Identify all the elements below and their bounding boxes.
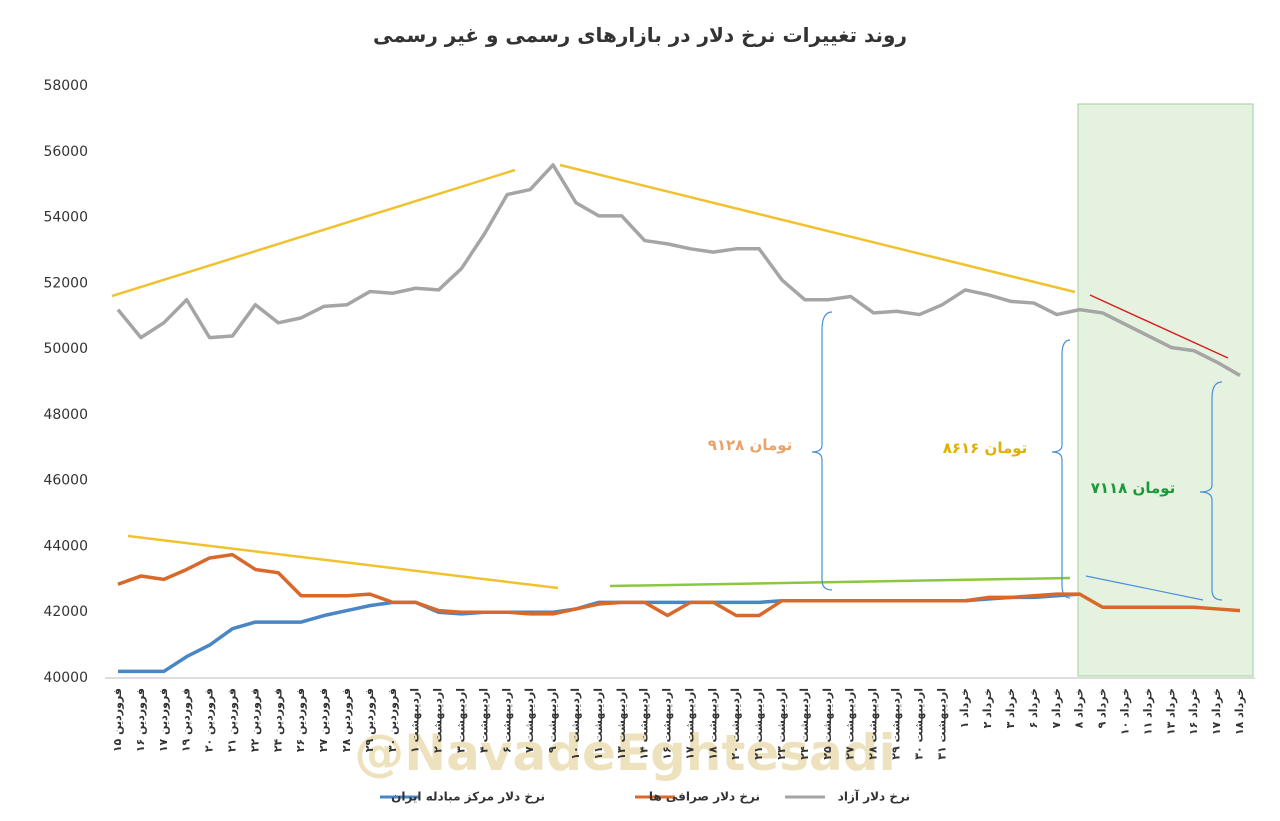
arrows (111, 163, 1229, 601)
x-tick-label: ۱۷ فروردین (157, 688, 170, 752)
series-line (117, 552, 1241, 618)
x-tick-label: ۹ خرداد (1096, 688, 1109, 728)
forecast-band (1077, 103, 1254, 677)
legend-label: نرخ دلار صرافی ها (649, 790, 760, 804)
x-tick-label: ۲۷ فروردین (317, 688, 330, 752)
x-tick-label: ۱۰ اردیبهشت (569, 688, 582, 760)
x-tick-label: ۱ اردیبهشت (409, 688, 422, 753)
x-tick-label: ۱۵ فروردین (111, 688, 124, 752)
legend-label: نرخ دلار آزاد (838, 789, 910, 804)
legend-label: نرخ دلار مرکز مبادله ایران (391, 790, 545, 804)
x-tick-label: ۷ اردیبهشت (523, 688, 536, 753)
x-tick-label: ۱۸ خرداد (1233, 688, 1246, 735)
y-tick-label: 40000 (43, 670, 88, 686)
x-tick-label: ۳۰ اردیبهشت (912, 688, 925, 760)
x-tick-label: ۱۷ اردیبهشت (683, 688, 696, 760)
x-tick-label: ۲۸ اردیبهشت (867, 688, 880, 760)
x-tick-label: ۲۲ فروردین (248, 688, 261, 752)
x-tick-label: ۲۱ فروردین (225, 688, 238, 752)
x-tick-label: ۳ اردیبهشت (454, 688, 467, 753)
x-tick-label: ۱۱ خرداد (1141, 688, 1154, 735)
x-tick-label: ۶ اردیبهشت (500, 688, 513, 753)
y-tick-label: 46000 (43, 473, 88, 489)
x-tick-label: ۱۳ اردیبهشت (615, 688, 628, 760)
x-tick-label: ۳۰ فروردین (386, 688, 399, 752)
x-tick-label: ۱۸ اردیبهشت (706, 688, 719, 760)
x-tick-label: ۱ خرداد (958, 688, 971, 728)
x-tick-label: ۲۴ اردیبهشت (798, 688, 811, 760)
x-tick-label: ۹ اردیبهشت (546, 688, 559, 753)
x-tick-label: ۱۰ خرداد (1119, 688, 1132, 735)
y-tick-label: 44000 (43, 538, 88, 554)
annotation: ۸۶۱۶ تومان (943, 439, 1028, 457)
x-tick-label: ۲۰ اردیبهشت (729, 688, 742, 760)
x-tick-label: ۲ اردیبهشت (432, 688, 445, 753)
x-tick-label: ۶ خرداد (1027, 688, 1040, 728)
y-tick-label: 48000 (43, 407, 88, 423)
y-tick-label: 50000 (43, 341, 88, 357)
x-tick-label: ۸ خرداد (1073, 688, 1086, 728)
x-tick-label: ۲۹ فروردین (363, 688, 376, 752)
x-tick-label: ۱۱ اردیبهشت (592, 688, 605, 760)
x-tick-label: ۲ خرداد (981, 688, 994, 728)
x-tick-label: ۲۷ اردیبهشت (844, 688, 857, 760)
x-tick-label: ۳ خرداد (1004, 688, 1017, 728)
x-tick-label: ۲۱ اردیبهشت (752, 688, 765, 760)
x-tick-label: ۲۵ اردیبهشت (821, 688, 834, 760)
x-tick-label: ۲۳ اردیبهشت (775, 688, 788, 760)
x-tick-label: ۱۶ اردیبهشت (661, 688, 674, 760)
annotation: ۹۱۲۸ تومان (708, 436, 793, 454)
x-tick-label: ۷ خرداد (1050, 688, 1063, 728)
x-tick-label: ۲۴ فروردین (271, 688, 284, 752)
y-tick-label: 52000 (43, 275, 88, 291)
x-tick-label: ۱۹ فروردین (180, 688, 193, 752)
y-tick-label: 42000 (43, 604, 88, 620)
x-tick-label: ۲۰ فروردین (203, 688, 216, 752)
y-tick-label: 58000 (43, 78, 88, 94)
x-tick-label: ۲۹ اردیبهشت (890, 688, 903, 760)
x-tick-label: ۱۳ خرداد (1164, 688, 1177, 735)
x-tick-label: ۱۴ اردیبهشت (638, 688, 651, 760)
x-tick-label: ۲۶ فروردین (294, 688, 307, 752)
x-tick-label: ۱۷ خرداد (1210, 688, 1223, 735)
series-line (116, 163, 1241, 377)
x-tick-label: ۱۶ خرداد (1187, 688, 1200, 735)
y-tick-label: 54000 (43, 210, 88, 226)
x-tick-label: ۱۶ فروردین (134, 688, 147, 752)
annotation: ۷۱۱۸ تومان (1091, 479, 1176, 497)
chart-title: روند تغییرات نرخ دلار در بازارهای رسمی و… (373, 23, 907, 47)
x-tick-label: ۳۱ اردیبهشت (935, 688, 948, 760)
x-tick-label: ۴ اردیبهشت (477, 688, 490, 753)
watermark: @NavadeEghtesadi (354, 724, 895, 782)
y-tick-label: 56000 (43, 144, 88, 160)
x-tick-label: ۲۸ فروردین (340, 688, 353, 752)
